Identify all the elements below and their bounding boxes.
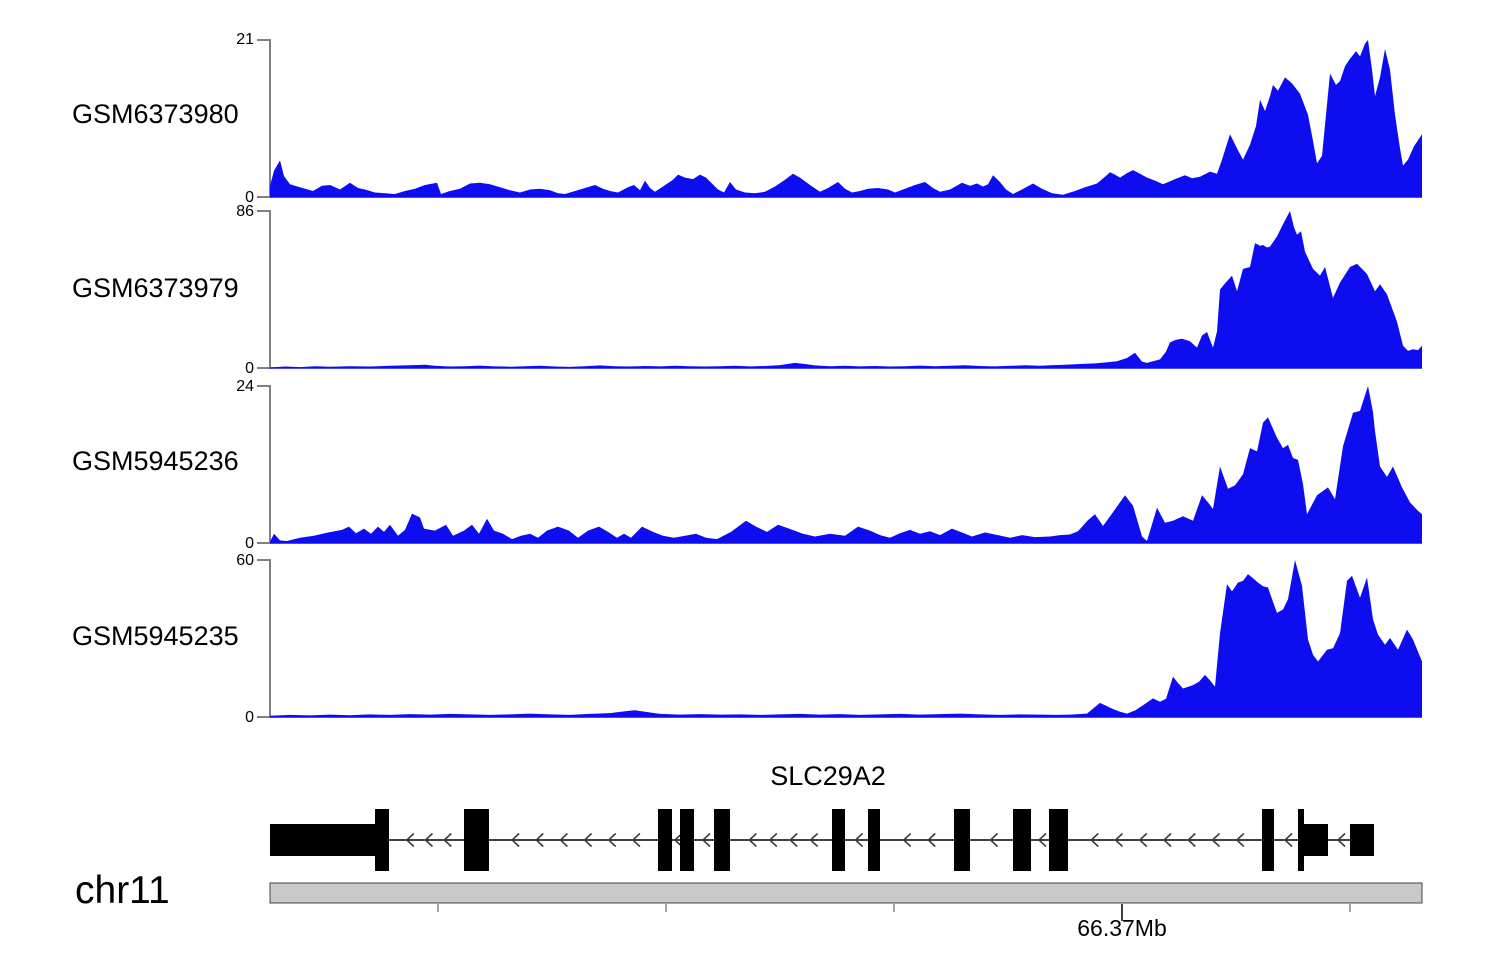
gene-utr-exon bbox=[1350, 824, 1374, 856]
y-max-track-4: 60 bbox=[236, 552, 254, 569]
minus-strand-chevron-icon bbox=[1114, 832, 1124, 848]
minus-strand-chevron-icon bbox=[1336, 832, 1346, 848]
y-axis-track-1 bbox=[257, 39, 271, 198]
gene-exon bbox=[1298, 809, 1304, 871]
ruler-position-label: 66.37Mb bbox=[1077, 915, 1167, 941]
minus-strand-chevron-icon bbox=[809, 832, 819, 848]
minus-strand-chevron-icon bbox=[902, 832, 912, 848]
track-label-1: GSM6373980 bbox=[72, 99, 239, 129]
minus-strand-chevron-icon bbox=[701, 832, 711, 848]
minus-strand-chevron-icon bbox=[1090, 832, 1099, 848]
minus-strand-chevron-icon bbox=[1211, 832, 1221, 848]
y-zero-track-2: 0 bbox=[245, 360, 254, 377]
minus-strand-chevron-icon bbox=[1162, 832, 1172, 848]
coverage-area-track-3 bbox=[270, 386, 1422, 543]
gene-exon bbox=[658, 809, 672, 871]
minus-strand-chevron-icon bbox=[748, 832, 757, 848]
minus-strand-chevron-icon bbox=[535, 832, 544, 848]
track-label-3: GSM5945236 bbox=[72, 446, 239, 476]
gene-exon bbox=[868, 809, 880, 871]
track-label-4: GSM5945235 bbox=[72, 621, 239, 651]
gene-name-label: SLC29A2 bbox=[770, 761, 886, 791]
y-axis-track-4 bbox=[257, 559, 271, 718]
minus-strand-chevron-icon bbox=[424, 832, 434, 848]
y-max-track-2: 86 bbox=[236, 203, 254, 220]
minus-strand-chevron-icon bbox=[673, 832, 683, 848]
minus-strand-chevron-icon bbox=[405, 832, 415, 848]
gene-exon bbox=[832, 809, 845, 871]
gene-exon bbox=[954, 809, 970, 871]
y-max-track-3: 24 bbox=[236, 378, 254, 395]
minus-strand-chevron-icon bbox=[768, 832, 778, 848]
track-label-2: GSM6373979 bbox=[72, 273, 239, 303]
minus-strand-chevron-icon bbox=[1138, 832, 1148, 848]
gene-exon bbox=[1013, 809, 1031, 871]
minus-strand-chevron-icon bbox=[510, 832, 520, 848]
chromosome-label: chr11 bbox=[75, 869, 170, 912]
minus-strand-chevron-icon bbox=[1037, 832, 1047, 848]
minus-strand-chevron-icon bbox=[443, 832, 452, 848]
minus-strand-chevron-icon bbox=[1235, 832, 1245, 848]
minus-strand-chevron-icon bbox=[631, 832, 641, 848]
coverage-area-track-4 bbox=[270, 560, 1422, 717]
y-max-track-1: 21 bbox=[236, 31, 254, 48]
y-axis-track-2 bbox=[257, 210, 271, 369]
minus-strand-chevron-icon bbox=[607, 832, 617, 848]
minus-strand-chevron-icon bbox=[1283, 832, 1293, 848]
minus-strand-chevron-icon bbox=[559, 832, 568, 848]
minus-strand-chevron-icon bbox=[854, 832, 864, 848]
y-axis-track-3 bbox=[257, 385, 271, 544]
y-zero-track-1: 0 bbox=[245, 189, 254, 206]
gene-exon bbox=[464, 809, 489, 871]
minus-strand-chevron-icon bbox=[583, 832, 593, 848]
y-zero-track-4: 0 bbox=[245, 709, 254, 726]
coverage-area-track-1 bbox=[270, 40, 1422, 197]
coverage-area-track-2 bbox=[270, 211, 1422, 368]
y-zero-track-3: 0 bbox=[245, 535, 254, 552]
gene-exon bbox=[680, 809, 694, 871]
gene-utr-exon bbox=[1304, 824, 1328, 856]
gene-exon bbox=[375, 809, 389, 871]
minus-strand-chevron-icon bbox=[989, 832, 999, 848]
gene-exon bbox=[714, 809, 730, 871]
minus-strand-chevron-icon bbox=[789, 832, 798, 848]
gene-utr-exon bbox=[270, 824, 375, 856]
gene-exon bbox=[1262, 809, 1274, 871]
minus-strand-chevron-icon bbox=[927, 832, 936, 848]
gene-exon bbox=[1049, 809, 1068, 871]
minus-strand-chevron-icon bbox=[1187, 832, 1196, 848]
chromosome-bar bbox=[269, 882, 1423, 904]
